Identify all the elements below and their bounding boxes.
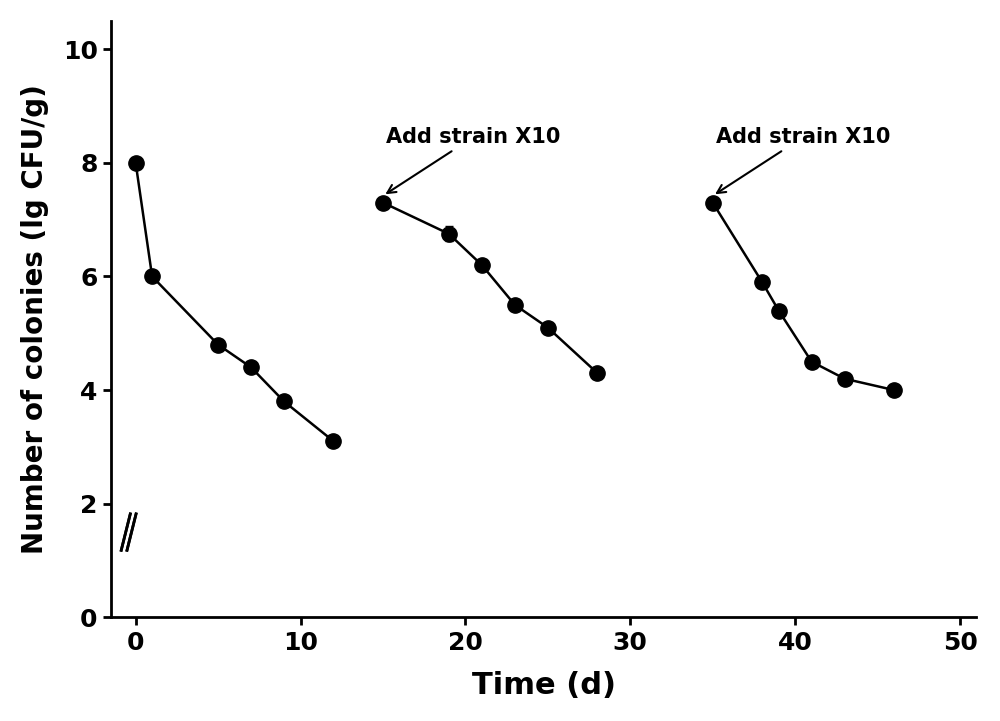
Y-axis label: Number of colonies (lg CFU/g): Number of colonies (lg CFU/g) bbox=[21, 84, 49, 554]
X-axis label: Time (d): Time (d) bbox=[472, 671, 616, 700]
Text: Add strain X10: Add strain X10 bbox=[716, 127, 891, 193]
Text: Add strain X10: Add strain X10 bbox=[386, 127, 561, 193]
